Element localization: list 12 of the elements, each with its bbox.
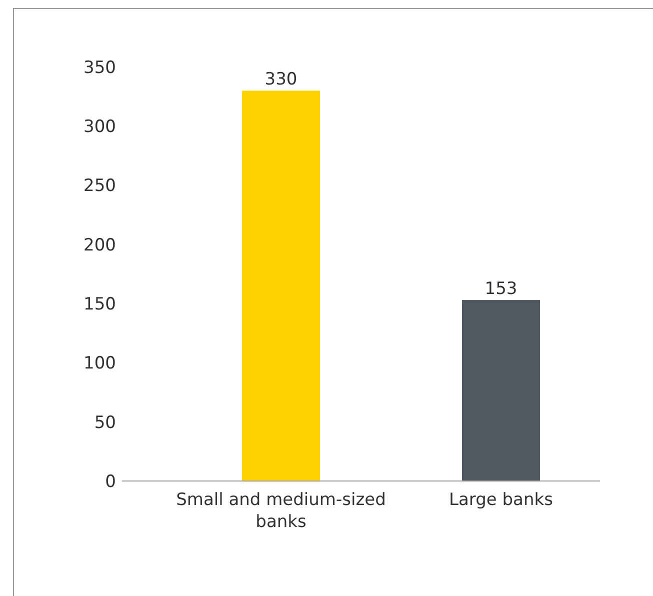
x-tick-label: Small and medium-sized banks — [176, 490, 386, 532]
y-tick-label: 50 — [94, 412, 116, 433]
y-tick-label: 300 — [84, 117, 116, 138]
y-tick-label: 250 — [84, 176, 116, 196]
y-tick-label: 100 — [84, 354, 116, 374]
data-label: 153 — [484, 279, 518, 300]
y-tick-label: 150 — [84, 294, 116, 315]
x-tick-label: Large banks — [449, 490, 554, 510]
y-tick-label: 350 — [84, 58, 116, 78]
y-tick-label: 0 — [105, 472, 116, 492]
y-tick-label: 200 — [84, 235, 116, 256]
data-label: 330 — [264, 70, 298, 90]
